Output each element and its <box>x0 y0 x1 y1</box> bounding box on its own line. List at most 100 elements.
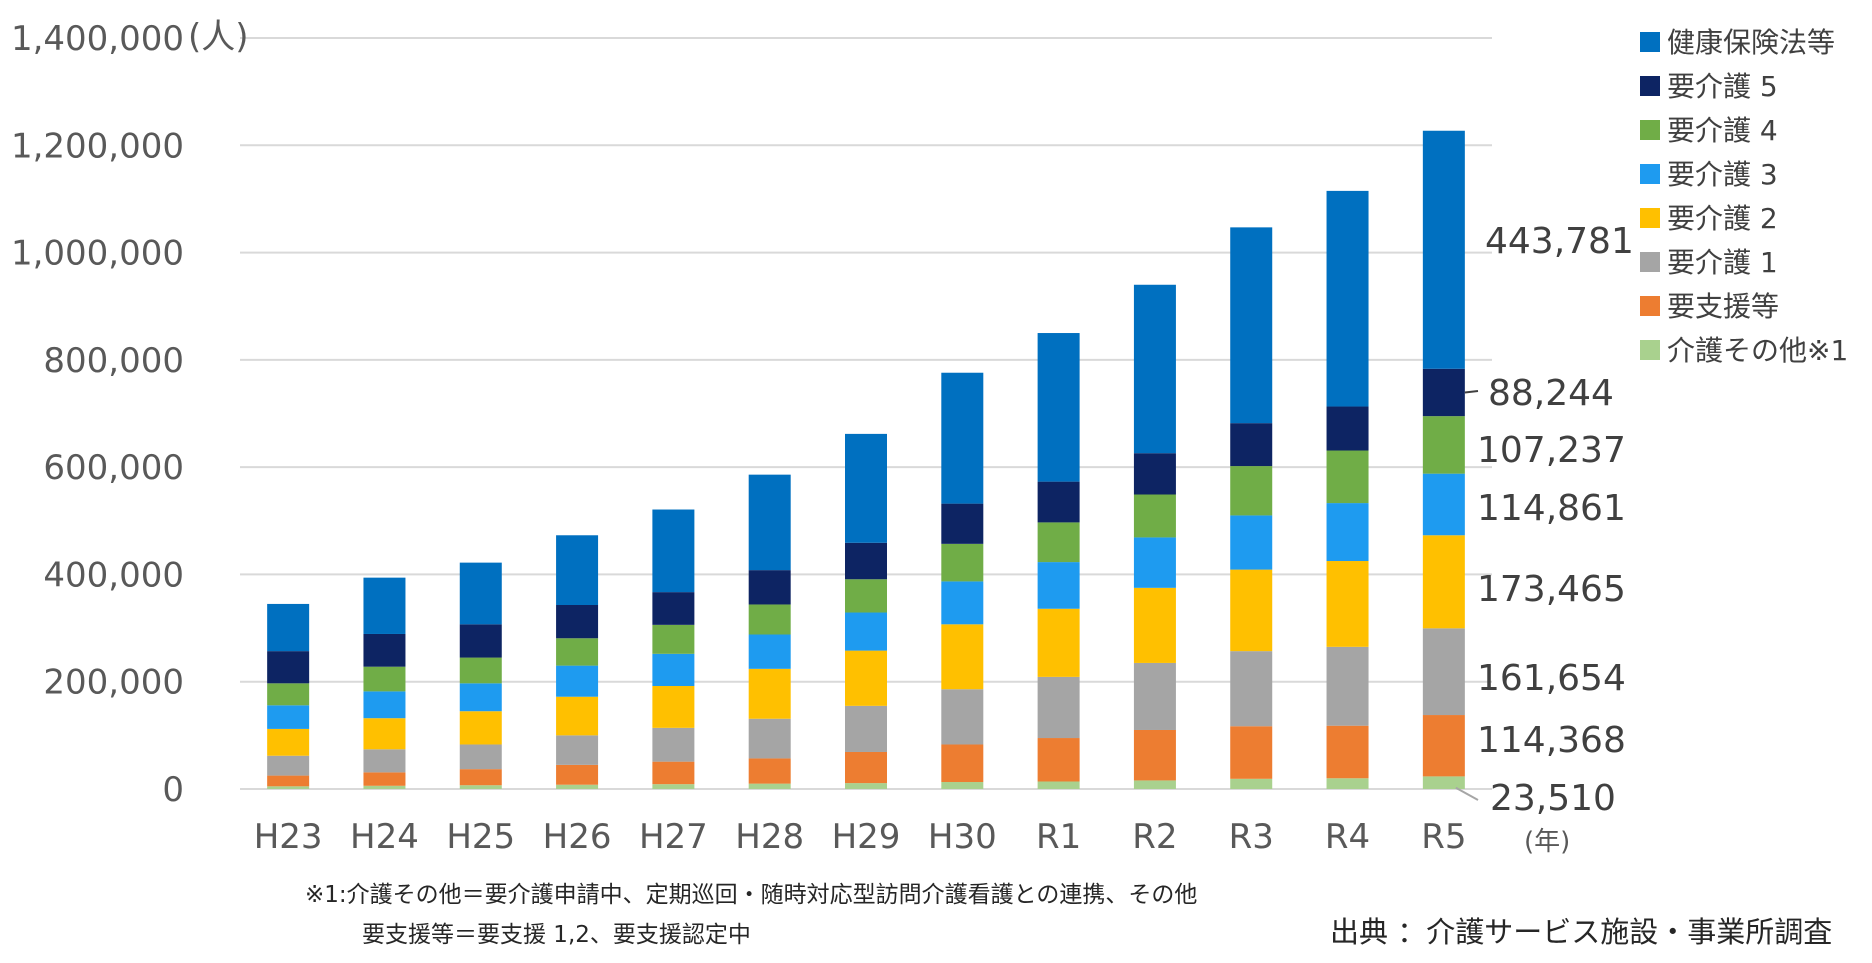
bar-segment <box>1326 450 1369 504</box>
bar-segment <box>941 372 984 504</box>
x-tick-label: H23 <box>254 817 323 857</box>
y-axis-ticks: 0 200,000 400,000 600,000 800,000 1,000,000 1,… <box>11 19 184 810</box>
bar-segment <box>1326 778 1369 789</box>
bar-segment <box>748 758 791 784</box>
bar-segment <box>845 542 887 580</box>
bar-segment <box>267 755 310 776</box>
bar-segment <box>845 751 887 784</box>
bar-segment <box>1037 481 1080 523</box>
legend-label: 要介護 3 <box>1667 158 1778 191</box>
bar-segment <box>748 474 791 571</box>
bar-segment <box>459 785 502 789</box>
bar-segment <box>1326 503 1369 562</box>
bar-segment <box>1133 284 1176 454</box>
bar-segment <box>363 691 406 719</box>
bar-segment <box>1326 561 1369 647</box>
bar-segment <box>652 784 695 789</box>
bar-segment <box>1422 628 1465 716</box>
bar-segment <box>556 696 599 736</box>
bar-segment <box>941 581 984 625</box>
bar-segment <box>363 772 406 786</box>
x-tick-label: R2 <box>1132 817 1177 857</box>
x-tick-label: H25 <box>446 817 515 857</box>
bar-segment <box>748 604 791 635</box>
x-axis-ticks: H23 H24 H25 H26 H27 H28 H29 H30 R1 R2 R3 R4 R5 <box>254 817 1467 857</box>
bar-segment <box>1230 651 1273 727</box>
bar-segment <box>363 718 406 750</box>
leader-line <box>1464 390 1479 394</box>
bar-segment <box>1230 726 1273 779</box>
bar-segment <box>941 689 984 745</box>
bar-segment <box>1037 676 1080 739</box>
x-tick-label: H24 <box>350 817 419 857</box>
bar-segment <box>1133 729 1176 781</box>
bar-segment <box>363 633 406 667</box>
bar-segment <box>941 503 984 544</box>
bar-segment <box>459 769 502 786</box>
data-label: 23,510 <box>1490 778 1616 819</box>
bar-segment <box>267 603 310 652</box>
bar-segment <box>1326 725 1369 779</box>
bar-segment <box>1422 473 1465 536</box>
bar-segment <box>748 634 791 669</box>
bar-segment <box>652 727 695 762</box>
data-label: 443,781 <box>1485 221 1634 262</box>
legend-swatch <box>1640 208 1660 228</box>
y-tick-label: 1,200,000 <box>11 126 184 166</box>
bar-segment <box>1133 537 1176 588</box>
data-label: 107,237 <box>1477 430 1626 471</box>
bar-segment <box>941 782 984 789</box>
x-tick-label: H30 <box>928 817 997 857</box>
y-axis-unit: (人) <box>188 17 249 57</box>
x-tick-label: H26 <box>543 817 612 857</box>
bar-segment <box>1037 608 1080 677</box>
bar-segment <box>267 786 310 789</box>
bar-segment <box>845 783 887 789</box>
y-tick-label: 800,000 <box>43 341 184 381</box>
bar-segment <box>1037 522 1080 563</box>
legend-label: 要介護 1 <box>1667 246 1778 279</box>
bar-segment <box>845 612 887 651</box>
bar-segment <box>1133 780 1176 789</box>
bar-segment <box>1133 453 1176 495</box>
leader-line <box>1455 786 1479 801</box>
bar-segment <box>941 744 984 783</box>
bar-segment <box>1230 423 1273 467</box>
legend-label: 要介護 2 <box>1667 202 1778 235</box>
bar-segment <box>652 592 695 625</box>
y-tick-label: 1,400,000 <box>11 19 184 59</box>
bar-segment <box>652 686 695 728</box>
bar-segment <box>1230 227 1273 424</box>
bar-segment <box>459 562 502 625</box>
legend-label: 介護その他※1 <box>1667 334 1848 367</box>
bar-segment <box>1422 416 1465 474</box>
bar-segment <box>1037 562 1080 609</box>
bar-segment <box>1326 646 1369 726</box>
bar-segment <box>1037 333 1080 482</box>
y-tick-label: 600,000 <box>43 448 184 488</box>
bar-segment <box>652 653 695 687</box>
legend-swatch <box>1640 32 1660 52</box>
bar-segment <box>363 666 406 692</box>
bar-segment <box>941 543 984 582</box>
bar-segment <box>1326 406 1369 451</box>
footnote-line-1: ※1:介護その他＝要介護申請中、定期巡回・随時対応型訪問介護看護との連携、その他 <box>305 882 1197 908</box>
bars <box>267 130 1465 789</box>
legend-swatch <box>1640 76 1660 96</box>
bar-segment <box>556 535 599 606</box>
bar-segment <box>1422 535 1465 629</box>
bar-segment <box>363 785 406 789</box>
r5-value-labels: 23,510 114,368 161,654 173,465 114,861 107,23… <box>1455 221 1634 819</box>
source-note: 出典 ：介護サービス施設・事業所調査 <box>1330 915 1832 949</box>
bar-segment <box>1422 776 1465 789</box>
x-tick-label: R3 <box>1229 817 1274 857</box>
y-tick-label: 400,000 <box>43 555 184 595</box>
legend-label: 要介護 5 <box>1667 70 1778 103</box>
bar-segment <box>556 735 599 765</box>
bar-segment <box>556 605 599 639</box>
bar-segment <box>1230 569 1273 652</box>
bar-segment <box>1422 715 1465 777</box>
bar-segment <box>556 784 599 789</box>
x-tick-label: H27 <box>639 817 708 857</box>
bar-segment <box>459 657 502 684</box>
